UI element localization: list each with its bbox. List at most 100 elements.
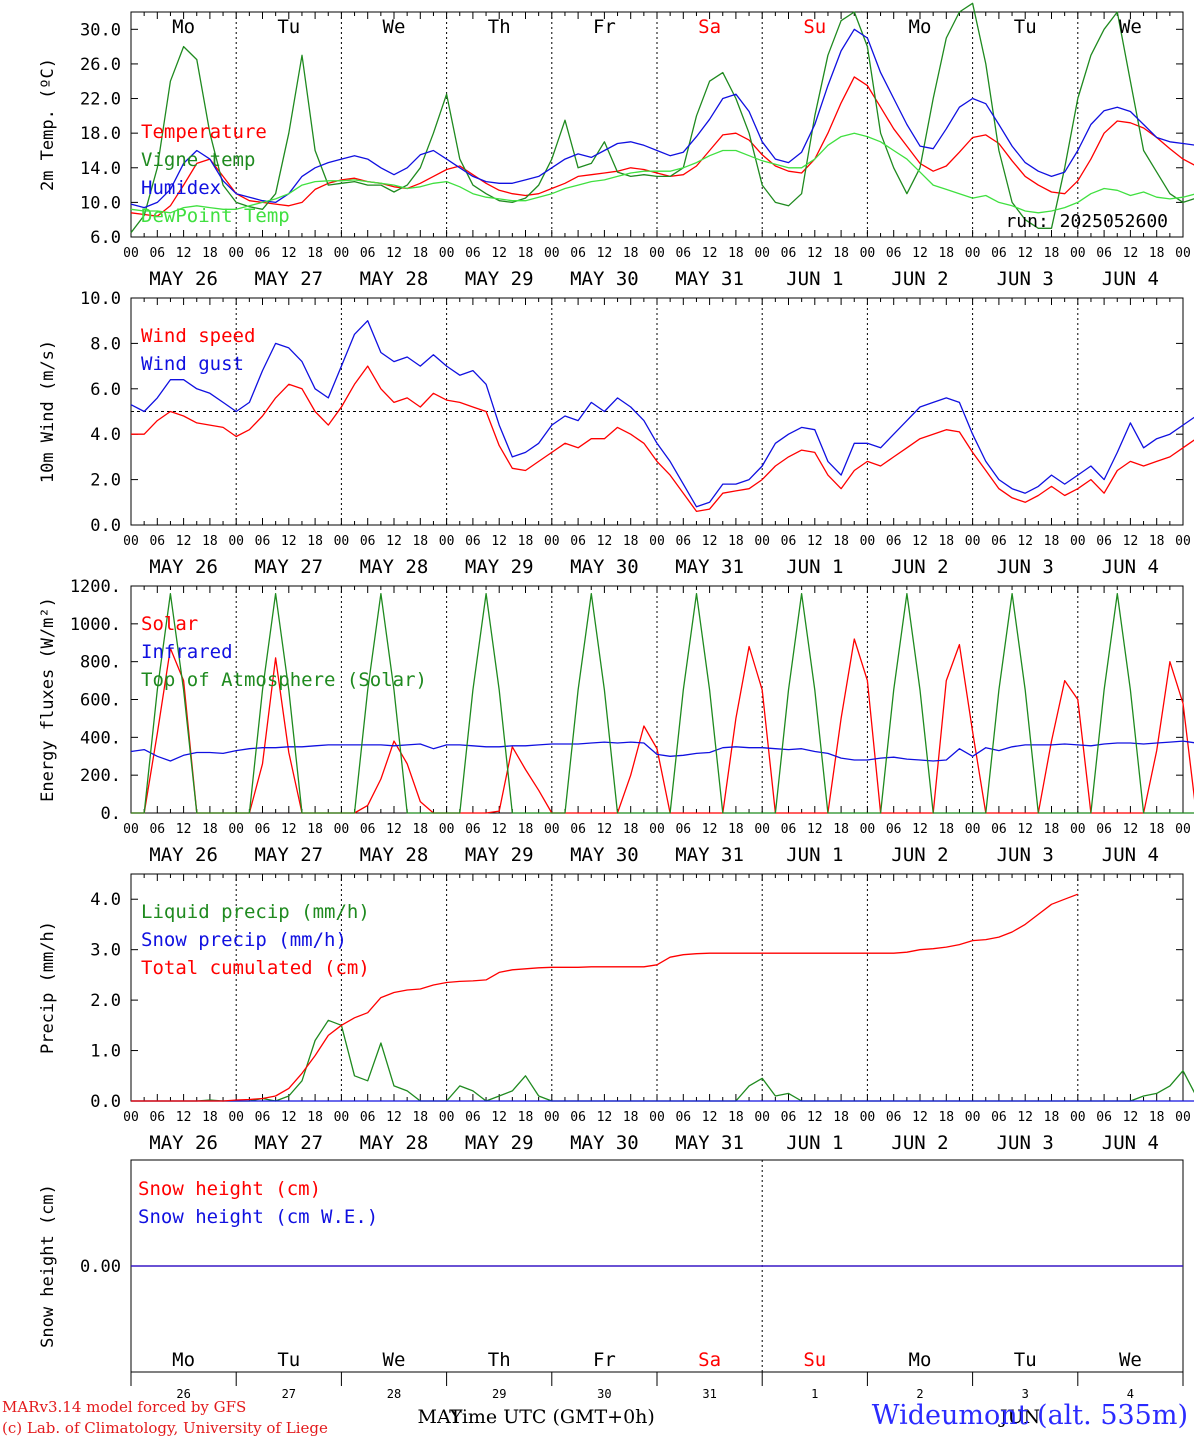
legend-entry: Temperature [141,121,267,143]
x-hour-label: 12 [912,246,928,261]
x-hour-label: 00 [860,534,876,549]
x-date-label: JUN 1 [786,844,843,866]
x-date-label: MAY 26 [149,1132,218,1154]
x-date-label: MAY 26 [149,556,218,578]
legend-entry: Wind gust [141,353,244,375]
x-hour-label: 06 [781,1110,797,1125]
x-hour-label: 18 [623,1110,639,1125]
x-date-label: JUN 4 [1102,1132,1159,1154]
x-day-number: 28 [387,1387,401,1401]
x-hour-label: 00 [1175,246,1191,261]
legend-entry: Vigne temp [141,149,255,171]
legend-entry: Infrared [141,641,233,663]
run-label: run: 2025052600 [1005,211,1168,232]
y-tick-label: 2.0 [90,471,121,491]
x-hour-label: 18 [728,534,744,549]
x-date-label: JUN 2 [891,844,948,866]
x-hour-label: 18 [728,1110,744,1125]
x-hour-label: 00 [334,246,350,261]
y-tick-label: 18.0 [80,124,121,144]
x-hour-label: 12 [597,534,613,549]
x-date-label: JUN 1 [786,1132,843,1154]
x-hour-label: 06 [570,822,586,837]
weekday-label: Fr [593,1349,616,1371]
x-hour-label: 06 [465,1110,481,1125]
y-tick-label: 1200. [70,577,121,597]
x-hour-label: 18 [728,246,744,261]
legend-entry: Humidex [141,177,221,199]
x-hour-label: 00 [1175,1110,1191,1125]
y-tick-label: 10.0 [80,289,121,309]
x-hour-label: 00 [1175,822,1191,837]
x-date-label: MAY 27 [254,844,323,866]
station-name: Wideumont (alt. 535m) [871,1400,1188,1431]
x-hour-label: 00 [649,534,665,549]
x-date-label: JUN 2 [891,1132,948,1154]
x-hour-label: 06 [465,534,481,549]
series-line-liquid-precip-mm-h- [131,1019,1194,1102]
y-tick-label: 1.0 [90,1042,121,1062]
x-hour-label: 12 [491,822,507,837]
weekday-label: We [383,1349,406,1371]
x-date-label: MAY 27 [254,268,323,290]
x-hour-label: 12 [176,822,192,837]
x-hour-label: 18 [518,246,534,261]
x-hour-label: 06 [570,534,586,549]
x-hour-label: 18 [1149,1110,1165,1125]
x-hour-label: 06 [991,1110,1007,1125]
x-hour-label: 18 [518,822,534,837]
weekday-label: Tu [277,16,300,38]
weekday-label: Fr [593,16,616,38]
x-hour-label: 12 [491,534,507,549]
y-tick-label: 6.0 [90,380,121,400]
x-hour-label: 06 [991,246,1007,261]
x-hour-label: 06 [255,1110,271,1125]
x-hour-label: 06 [781,822,797,837]
weekday-label: Su [803,16,826,38]
x-hour-label: 06 [781,246,797,261]
legend-entry: Wind speed [141,325,255,347]
x-hour-label: 18 [307,246,323,261]
x-date-label: MAY 29 [465,1132,534,1154]
x-hour-label: 12 [281,1110,297,1125]
x-hour-label: 00 [228,1110,244,1125]
x-hour-label: 06 [675,246,691,261]
legend-entry: Total cumulated (cm) [141,957,370,979]
x-day-number: 2 [916,1387,923,1401]
y-tick-label: 8.0 [90,334,121,354]
x-hour-label: 12 [491,1110,507,1125]
weekday-label: Tu [277,1349,300,1371]
x-hour-label: 00 [228,822,244,837]
x-hour-label: 18 [1044,246,1060,261]
x-date-label: MAY 30 [570,268,639,290]
legend-entry: Top of Atmosphere (Solar) [141,669,427,691]
x-hour-label: 18 [833,1110,849,1125]
y-tick-label: 4.0 [90,890,121,910]
x-hour-label: 06 [1096,534,1112,549]
series-line-vigne-temp [130,2,1194,234]
x-hour-label: 18 [202,246,218,261]
series-line-wind-gust [130,320,1194,508]
y-tick-label: 800. [80,653,121,673]
x-hour-label: 00 [439,534,455,549]
x-hour-label: 18 [1044,822,1060,837]
x-hour-label: 06 [465,246,481,261]
x-hour-label: 12 [807,1110,823,1125]
x-hour-label: 00 [860,1110,876,1125]
x-hour-label: 00 [754,822,770,837]
x-hour-label: 06 [149,534,165,549]
x-hour-label: 06 [991,822,1007,837]
x-hour-label: 06 [991,534,1007,549]
x-hour-label: 00 [334,1110,350,1125]
x-date-label: MAY 27 [254,1132,323,1154]
x-hour-label: 06 [149,246,165,261]
y-axis-title: 2m Temp. (ºC) [38,58,58,191]
y-axis-title: Precip (mm/h) [38,921,58,1054]
x-hour-label: 00 [439,822,455,837]
x-date-label: MAY 27 [254,556,323,578]
x-day-number: 27 [282,1387,296,1401]
x-date-label: JUN 2 [891,268,948,290]
x-date-label: MAY 28 [360,556,429,578]
weekday-label: Tu [1014,16,1037,38]
x-hour-label: 00 [228,534,244,549]
